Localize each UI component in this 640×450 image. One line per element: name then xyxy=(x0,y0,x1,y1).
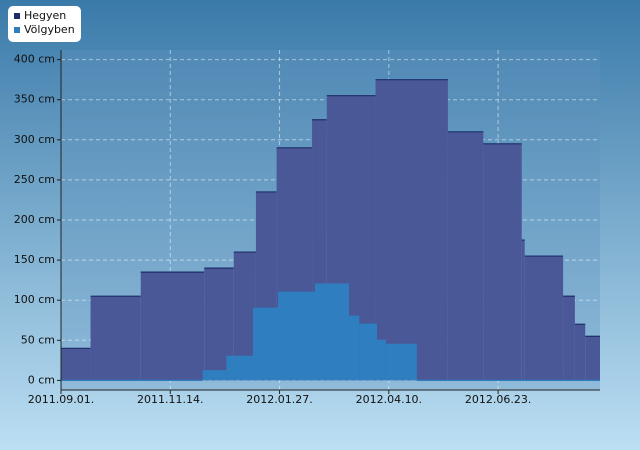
y-tick-label: 250 cm xyxy=(14,173,55,186)
step-segment xyxy=(140,272,205,381)
step-segment xyxy=(377,340,386,381)
y-tick-label: 0 cm xyxy=(28,373,55,386)
step-segment xyxy=(61,348,91,381)
step-segment xyxy=(521,240,525,381)
y-tick-label: 150 cm xyxy=(14,253,55,266)
x-tick-label: 2011.11.14. xyxy=(137,393,203,406)
y-tick-label: 100 cm xyxy=(14,293,55,306)
y-tick-label: 200 cm xyxy=(14,213,55,226)
step-segment xyxy=(278,292,315,381)
y-tick-label: 350 cm xyxy=(14,93,55,106)
y-tick-label: 50 cm xyxy=(21,333,55,346)
step-segment xyxy=(563,296,575,381)
legend-label: Hegyen xyxy=(24,9,66,22)
step-segment xyxy=(585,336,600,381)
step-segment xyxy=(524,256,564,381)
step-segment xyxy=(348,316,360,381)
y-tick-label: 300 cm xyxy=(14,133,55,146)
x-tick-label: 2012.01.27. xyxy=(246,393,312,406)
step-segment xyxy=(202,370,227,381)
step-segment xyxy=(375,79,448,381)
step-segment xyxy=(252,308,279,381)
legend-box xyxy=(8,6,81,42)
step-segment xyxy=(226,356,253,381)
step-segment xyxy=(233,252,256,381)
step-segment xyxy=(90,296,141,381)
y-tick-label: 400 cm xyxy=(14,53,55,66)
step-segment xyxy=(385,344,417,381)
step-segment xyxy=(574,324,586,381)
step-segment xyxy=(359,324,378,381)
step-segment xyxy=(447,131,484,381)
x-tick-label: 2011.09.01. xyxy=(28,393,94,406)
x-tick-label: 2012.04.10. xyxy=(356,393,422,406)
step-segment xyxy=(314,284,349,381)
legend-swatch xyxy=(14,27,20,33)
x-tick-label: 2012.06.23. xyxy=(465,393,531,406)
legend-label: Völgyben xyxy=(24,23,75,36)
step-segment xyxy=(483,143,522,381)
legend-swatch xyxy=(14,13,20,19)
